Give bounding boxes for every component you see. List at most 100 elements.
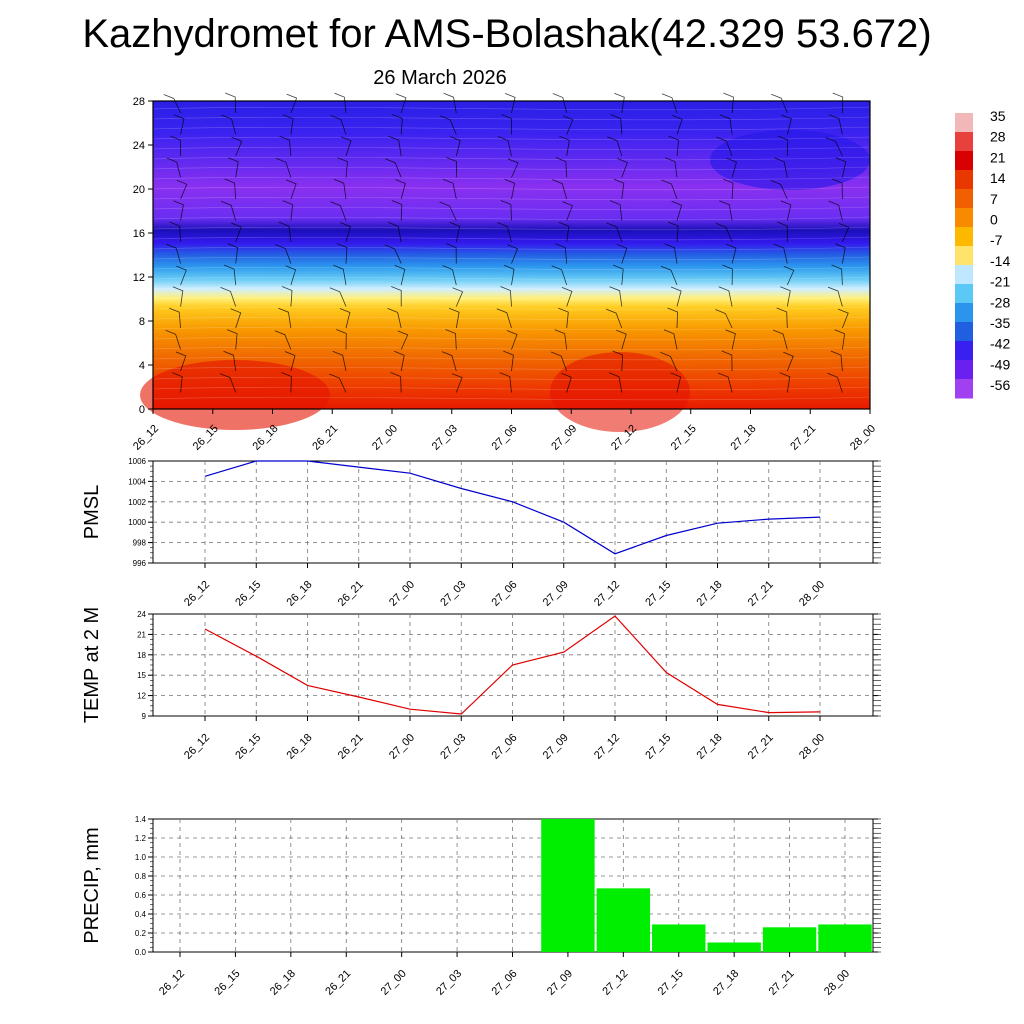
wind-barb <box>388 135 402 157</box>
wind-barb <box>555 243 568 264</box>
wind-barb <box>387 308 402 329</box>
contour-line <box>152 196 871 201</box>
wind-barb <box>166 243 181 264</box>
wind-barb <box>397 330 409 350</box>
contour-line <box>152 176 871 181</box>
wind-barb <box>330 115 347 135</box>
wind-barb <box>226 329 238 350</box>
y-tick-label: 1.0 <box>135 853 147 862</box>
contour-line <box>152 326 871 331</box>
x-tick-label: 27_21 <box>746 732 776 762</box>
wind-barb <box>660 265 678 286</box>
x-tick-label: 27_03 <box>438 732 468 762</box>
x-tick-label: 27_09 <box>541 579 571 609</box>
wind-barb <box>825 137 843 157</box>
wind-barb <box>719 200 733 221</box>
wind-barb <box>614 92 625 114</box>
wind-barb <box>228 157 239 178</box>
wind-barb <box>452 287 464 307</box>
wind-barb <box>172 372 183 393</box>
x-tick-label: 27_18 <box>695 579 725 609</box>
wind-barb <box>439 115 457 135</box>
contour-line <box>152 146 871 151</box>
colorbar-label: -49 <box>990 356 1010 372</box>
x-tick-label: 27_21 <box>788 423 818 453</box>
wind-barb <box>610 114 623 135</box>
colorbar-label: 7 <box>990 191 998 207</box>
wind-barb <box>605 308 623 329</box>
wind-barb <box>442 265 457 286</box>
x-tick-label: 27_03 <box>430 423 460 453</box>
x-tick-label: 27_15 <box>643 732 673 762</box>
colorbar-swatch <box>955 246 973 266</box>
x-tick-label: 27_18 <box>695 732 725 762</box>
wind-barb <box>606 136 623 157</box>
wind-barb <box>555 157 568 178</box>
wind-barb <box>223 350 237 372</box>
wind-barb <box>661 179 678 200</box>
wind-barb <box>497 222 512 243</box>
wind-barb <box>719 114 733 135</box>
colorbar-label: -28 <box>990 294 1010 310</box>
wind-barb <box>834 329 846 350</box>
wind-barb <box>496 308 512 329</box>
contour-line <box>152 156 871 161</box>
wind-barb <box>721 350 733 372</box>
precip-bar <box>762 927 817 952</box>
wind-barb <box>612 350 624 372</box>
wind-barb <box>827 372 843 393</box>
wind-barb <box>660 352 678 372</box>
wind-barb <box>780 200 792 221</box>
wind-barb <box>329 373 347 393</box>
colorbar-label: -7 <box>990 232 1003 248</box>
x-tick-label: 26_21 <box>336 732 366 762</box>
x-tick-label: 27_15 <box>669 423 699 453</box>
colorbar-label: 28 <box>990 129 1006 145</box>
wind-barb <box>441 351 457 372</box>
wind-barb <box>501 114 512 135</box>
wind-barb <box>504 178 516 200</box>
wind-barb <box>451 373 463 393</box>
wind-barb <box>503 264 515 286</box>
colorbar-swatch <box>955 189 973 209</box>
y-tick-label: 0.0 <box>135 948 147 957</box>
y-tick-label: 24 <box>137 610 146 619</box>
wind-barb <box>279 135 292 157</box>
x-tick-label: 27_12 <box>600 968 630 998</box>
contour-line <box>152 336 871 341</box>
colorbar-swatch <box>955 265 973 285</box>
y-tick-label: 21 <box>137 630 146 639</box>
contour-line <box>152 166 871 171</box>
colorbar-swatch <box>955 303 973 323</box>
wind-barb <box>282 114 294 135</box>
wind-barb <box>439 201 457 221</box>
wind-barb <box>392 114 403 135</box>
wind-barb <box>172 286 184 307</box>
wind-barb <box>340 136 352 157</box>
wind-barb <box>329 287 347 307</box>
wind-barb <box>777 221 788 242</box>
x-tick-label: 28_00 <box>822 968 852 998</box>
wind-barb <box>670 286 682 307</box>
wind-barb <box>830 350 843 372</box>
contour-line <box>152 216 871 221</box>
wind-barb <box>773 243 788 264</box>
wind-barb <box>835 157 847 178</box>
wind-barb <box>390 372 402 393</box>
y-tick-label: 9 <box>142 712 147 721</box>
colorbar-label: -35 <box>990 315 1010 331</box>
wind-barb <box>722 264 733 286</box>
x-tick-label: 26_21 <box>336 579 366 609</box>
x-tick-label: 27_15 <box>656 968 686 998</box>
wind-barb <box>385 158 402 178</box>
x-tick-label: 27_12 <box>592 579 622 609</box>
wind-barb <box>499 372 512 393</box>
chart-title: Kazhydromet for AMS-Bolashak(42.329 53.6… <box>82 12 932 56</box>
wind-barb <box>443 92 457 114</box>
wind-barb <box>497 136 512 157</box>
contour-line <box>152 366 871 371</box>
wind-barb <box>281 372 292 393</box>
wind-barb <box>395 93 407 114</box>
wind-barb <box>554 329 568 350</box>
wind-barb <box>173 200 184 221</box>
